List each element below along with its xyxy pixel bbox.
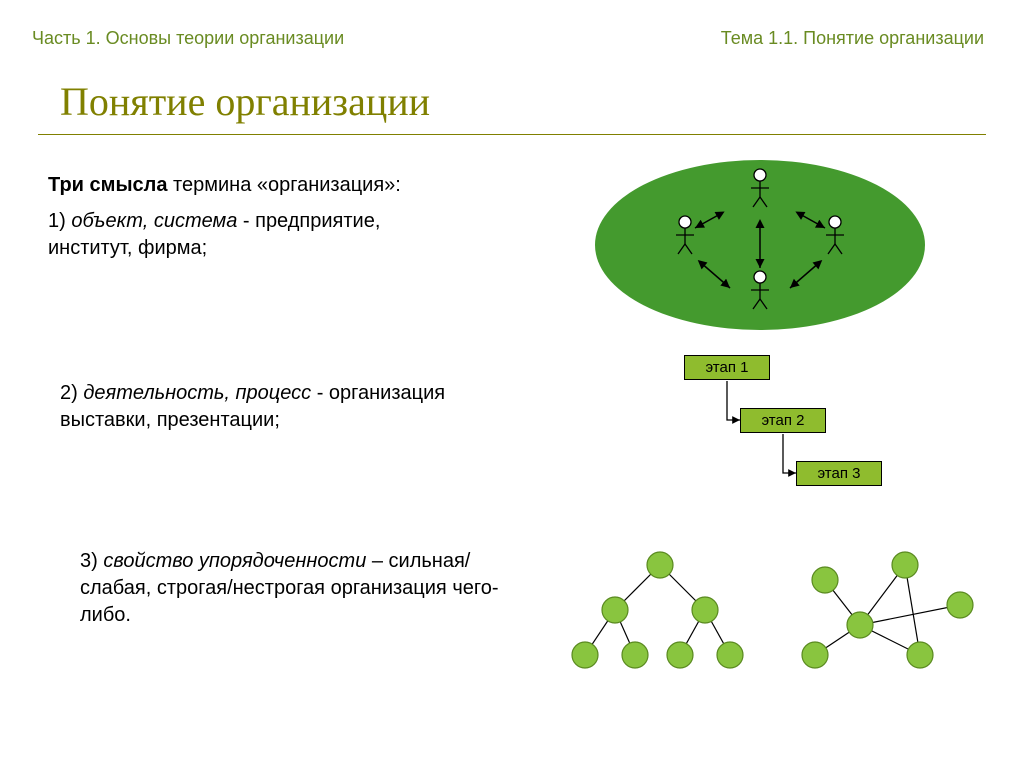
stage-box-1: этап 1 [684,355,770,380]
stage-box-3: этап 3 [796,461,882,486]
title-underline [38,134,986,135]
point-3: 3) свойство упорядоченности – сильная/сл… [80,548,500,629]
point-1: 1) объект, система - предприятие, инстит… [48,208,468,262]
heading-bold: Три смысла [48,174,167,196]
heading-rest: термина «организация»: [167,174,400,196]
page-title: Понятие организации [60,78,430,125]
header-left: Часть 1. Основы теории организации [32,28,344,49]
point-2: 2) деятельность, процесс - организация в… [60,380,480,434]
stage-box-2: этап 2 [740,408,826,433]
section-heading: Три смысла термина «организация»: [48,174,401,197]
header-right: Тема 1.1. Понятие организации [721,28,984,49]
